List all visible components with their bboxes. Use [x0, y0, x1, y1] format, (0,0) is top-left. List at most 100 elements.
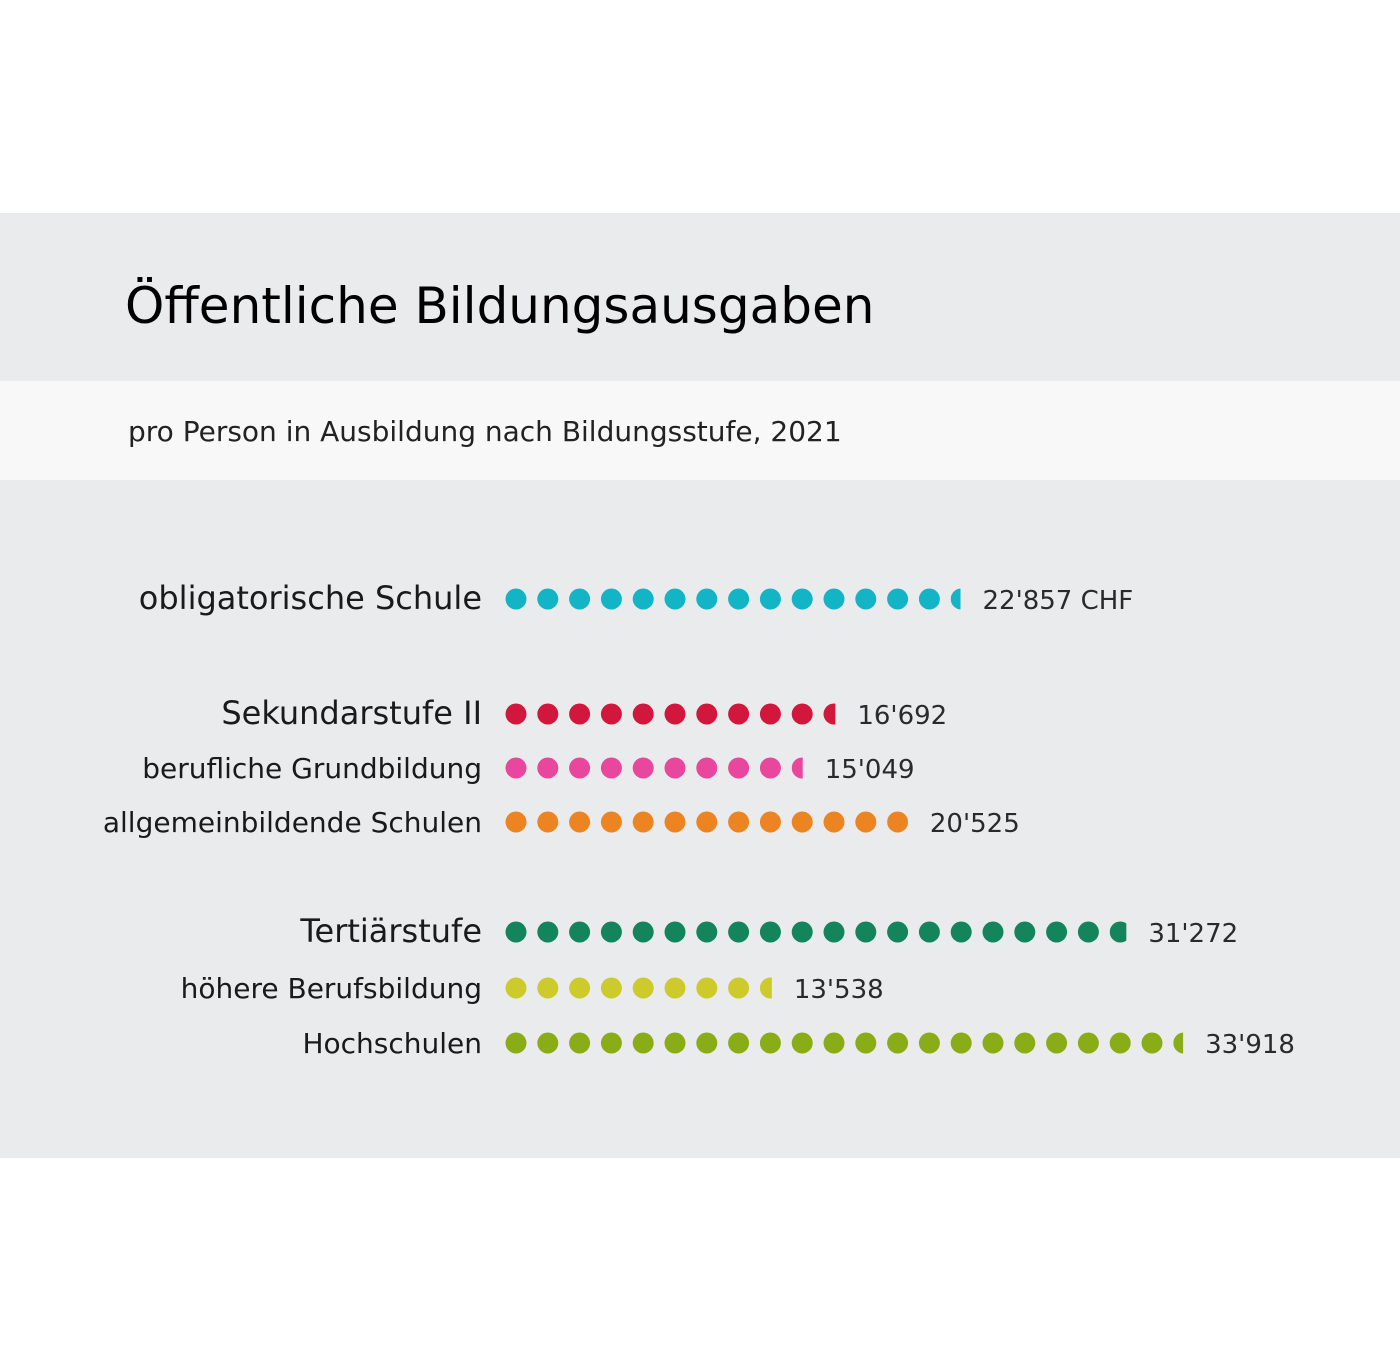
value-label: 16'692: [857, 701, 947, 731]
value-dot: [600, 757, 622, 779]
value-dot: [569, 757, 591, 779]
value-dot: [569, 811, 591, 833]
value-dot: [823, 921, 845, 943]
value-dot: [537, 703, 559, 725]
category-label: berufliche Grundbildung: [142, 752, 482, 785]
value-label: 13'538: [794, 975, 884, 1005]
value-dot: [664, 588, 686, 610]
value-dot: [759, 588, 781, 610]
value-dot: [600, 1032, 622, 1054]
value-dot: [759, 811, 781, 833]
value-dot: [791, 1032, 813, 1054]
value-dot: [696, 811, 718, 833]
value-dot: [505, 588, 527, 610]
category-label: Sekundarstufe II: [221, 694, 482, 732]
value-label: 22'857 CHF: [982, 586, 1133, 616]
value-dot: [982, 921, 1004, 943]
chart-row: Sekundarstufe II 16'692: [221, 694, 947, 732]
value-dot: [791, 921, 813, 943]
value-label: 33'918: [1205, 1030, 1295, 1060]
value-dot: [505, 703, 527, 725]
chart-row: allgemeinbildende Schulen 20'525: [103, 806, 1020, 839]
value-dot: [600, 977, 622, 999]
value-dot: [887, 588, 909, 610]
value-dot: [1046, 921, 1068, 943]
value-dot: [1014, 1032, 1036, 1054]
value-dot: [505, 921, 527, 943]
value-dot: [569, 588, 591, 610]
chart-row: berufliche Grundbildung 15'049: [142, 752, 914, 785]
partial-value-dot: [759, 977, 772, 999]
value-dot: [664, 977, 686, 999]
value-dot: [1141, 1032, 1163, 1054]
chart-row: höhere Berufsbildung 13'538: [181, 972, 884, 1005]
value-dot: [696, 757, 718, 779]
chart-row: Tertiärstufe 31'272: [299, 912, 1238, 950]
value-dot: [569, 703, 591, 725]
value-dot: [537, 921, 559, 943]
partial-value-dot: [1173, 1032, 1184, 1054]
value-dot: [823, 1032, 845, 1054]
value-dot: [505, 1032, 527, 1054]
value-dot: [1077, 921, 1099, 943]
value-dot: [1014, 921, 1036, 943]
chart-row: Hochschulen 33'918: [302, 1027, 1295, 1060]
value-dot: [537, 811, 559, 833]
value-dot: [950, 921, 972, 943]
value-dot: [791, 703, 813, 725]
value-dot: [632, 921, 654, 943]
value-label: 31'272: [1148, 919, 1238, 949]
value-dot: [887, 921, 909, 943]
value-dot: [696, 977, 718, 999]
value-dot: [632, 588, 654, 610]
value-dot: [505, 757, 527, 779]
partial-value-dot: [887, 811, 908, 833]
value-dot: [600, 921, 622, 943]
value-dot: [918, 588, 940, 610]
value-dot: [569, 977, 591, 999]
partial-value-dot: [950, 588, 961, 610]
chart-title: Öffentliche Bildungsausgaben: [125, 277, 875, 335]
value-dot: [696, 921, 718, 943]
value-dot: [696, 1032, 718, 1054]
value-dot: [600, 703, 622, 725]
value-dot: [759, 703, 781, 725]
value-dot: [537, 1032, 559, 1054]
value-dot: [664, 1032, 686, 1054]
value-dot: [505, 811, 527, 833]
value-dot: [791, 588, 813, 610]
value-dot: [537, 757, 559, 779]
value-dot: [855, 588, 877, 610]
value-dot: [759, 921, 781, 943]
category-label: allgemeinbildende Schulen: [103, 806, 482, 839]
value-dot: [632, 703, 654, 725]
category-label: obligatorische Schule: [139, 579, 482, 617]
value-dot: [569, 1032, 591, 1054]
value-dot: [728, 703, 750, 725]
partial-value-dot: [823, 703, 836, 725]
value-dot: [728, 1032, 750, 1054]
category-label: Tertiärstufe: [299, 912, 482, 950]
value-dot: [982, 1032, 1004, 1054]
value-dot: [918, 921, 940, 943]
value-dot: [791, 811, 813, 833]
partial-value-dot: [1109, 921, 1127, 943]
value-dot: [632, 977, 654, 999]
value-dot: [664, 811, 686, 833]
value-dot: [728, 921, 750, 943]
value-dot: [505, 977, 527, 999]
value-dot: [664, 921, 686, 943]
category-label: Hochschulen: [302, 1027, 482, 1060]
chart-subtitle: pro Person in Ausbildung nach Bildungsst…: [128, 415, 842, 448]
value-dot: [1109, 1032, 1131, 1054]
partial-value-dot: [791, 757, 803, 779]
value-dot: [664, 757, 686, 779]
value-dot: [664, 703, 686, 725]
value-dot: [728, 811, 750, 833]
subtitle-band: [0, 381, 1400, 480]
value-dot: [823, 588, 845, 610]
value-dot: [1077, 1032, 1099, 1054]
value-dot: [632, 811, 654, 833]
value-dot: [696, 703, 718, 725]
